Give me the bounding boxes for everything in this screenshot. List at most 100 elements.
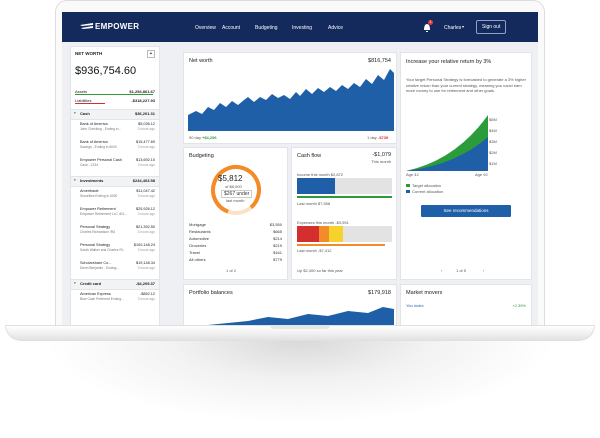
recommendations-button[interactable]: See recommendations [421, 205, 511, 217]
under: $267 under [221, 190, 253, 198]
account-detail: John Checking - Ending in... [80, 127, 122, 131]
axis-label: $1M [489, 161, 497, 166]
group-name: Credit card [80, 281, 102, 286]
budget-value: $161 [273, 250, 282, 255]
budget-donut [211, 165, 261, 215]
account-name: American Express [80, 292, 111, 296]
account-updated: 3 hours ago [137, 248, 155, 252]
budget-label: All others [189, 257, 206, 262]
group-header [71, 176, 159, 187]
account-name: Empower Retirement [80, 207, 116, 211]
market-card: Market movers You Index +2.39% [400, 284, 532, 325]
account-value: $19,148.34 [135, 261, 155, 265]
summary-value: $1,254,861.67 [129, 89, 155, 94]
expenses-last: Last month -$7,412 [297, 248, 332, 253]
card-title: Budgeting [189, 153, 214, 159]
account-updated: 3 hours ago [137, 163, 155, 167]
portfolio-card: Portfolio balances $179,918 [183, 284, 397, 325]
card-body: Your target Personal Strategy is forecas… [406, 77, 526, 93]
budget-value: $779 [273, 257, 282, 262]
change-label: 90 day [189, 135, 202, 140]
account-value: $5,036.12 [138, 122, 155, 126]
nav-item[interactable]: Advice [328, 25, 344, 31]
laptop-notch [270, 325, 330, 329]
card-title: Increase your relative return by 3% [406, 59, 492, 65]
area-chart [208, 307, 394, 325]
account-name: Empower Personal Cash [80, 158, 122, 162]
sidebar: NET WORTH + $936,754.60 Assets $1,254,861… [70, 46, 160, 325]
account-updated: 3 hours ago [137, 145, 155, 149]
group-header [71, 279, 159, 290]
account-value: -$852.12 [140, 292, 155, 296]
axis-label: $2M [489, 150, 497, 155]
recommendation-card: Increase your relative return by 3% Your… [400, 52, 532, 280]
account-name: Scholarshare Co... [80, 261, 112, 265]
account-name: Personal Strategy [80, 225, 111, 229]
account-updated: 3 hours ago [137, 194, 155, 198]
nav-item[interactable]: Account [222, 25, 241, 31]
summary-bar [75, 103, 105, 104]
group-name: Investments [80, 178, 104, 183]
budget: of $8,000 [225, 184, 242, 189]
pager: 1 of 5 [456, 268, 467, 273]
caret: ▾ [74, 178, 76, 182]
card-title: Portfolio balances [189, 290, 233, 296]
pager: 1 of 2 [226, 268, 237, 273]
card-title: Market movers [406, 290, 443, 296]
income-last: Last month $7,558 [297, 201, 331, 206]
user-menu[interactable]: Charles [444, 25, 462, 31]
account-detail: Devin Benjamin - Ending... [80, 266, 120, 270]
summary-label: Assets [75, 89, 88, 94]
nav-item[interactable]: Overview [195, 25, 216, 31]
nav-item[interactable]: Investing [292, 25, 313, 31]
account-value: $21,392.50 [135, 225, 155, 229]
net-worth-card: Net worth $816,754 90 day +$4,296 1 day … [183, 52, 397, 144]
budget-value: $3,550 [269, 222, 282, 227]
account-updated: 3 hours ago [137, 230, 155, 234]
budget-label: Mortgage [189, 222, 206, 227]
account-updated: 3 hours ago [137, 127, 155, 131]
budget-label: Groceries [189, 243, 207, 248]
change-value: -$739 [378, 135, 389, 140]
budget-value: $219 [273, 243, 282, 248]
account-name: Personal Strategy [80, 243, 111, 247]
sign-out-button[interactable]: Sign out [476, 20, 507, 34]
top-nav: EMPOWER Overview Account Budgeting Inves… [62, 12, 538, 42]
change-value: +$4,296 [202, 135, 217, 140]
add-button[interactable]: + [147, 50, 155, 58]
axis-label: $3M [489, 139, 497, 144]
axis-label: Age 92 [475, 172, 488, 177]
market-change: +2.39% [512, 303, 526, 308]
summary-value: -$318,227.93 [131, 98, 155, 103]
account-detail: Charles Richardson IRA [80, 230, 116, 234]
card-title: Net worth [189, 58, 213, 64]
account-name: Bank of America [80, 122, 108, 126]
account-updated: 3 hours ago [137, 212, 155, 216]
card-title: Cash flow [297, 153, 322, 159]
bell-icon[interactable] [422, 22, 432, 33]
card-value: -$1,079 [372, 152, 391, 158]
account-updated: 3 hours ago [137, 266, 155, 270]
account-name: Ameritrade [80, 189, 99, 193]
budget-label: Automotive [189, 236, 210, 241]
account-detail: Securities Ending in 6000 [80, 194, 118, 198]
spent: $5,812 [218, 174, 243, 183]
group-total: -$4,209.37 [135, 281, 155, 286]
account-value: $13,692.10 [135, 158, 155, 162]
axis-label: Age 42 [406, 172, 419, 177]
account-detail: Blue Cash Preferred Ending... [80, 297, 124, 301]
account-value: $15,477.69 [135, 140, 155, 144]
group-total: $244,403.58 [132, 178, 155, 183]
card-value: $816,754 [368, 58, 391, 64]
note: Up $2,400 so far this year [297, 268, 343, 273]
nav-item[interactable]: Budgeting [255, 25, 278, 31]
caret: ▾ [74, 111, 76, 115]
account-detail: Cash - 1234 [80, 163, 98, 167]
logo-mark [80, 23, 93, 29]
summary-label: Liabilities [75, 98, 92, 103]
account-updated: 3 hours ago [137, 297, 155, 301]
account-detail: Empower Retirement LLC 401... [80, 212, 128, 216]
account-detail: Sarah Walker and Charles Ri... [80, 248, 126, 252]
budgeting-card: Budgeting $5,812 of $8,000 $267 under la… [183, 147, 288, 280]
budget-value: $214 [273, 236, 282, 241]
